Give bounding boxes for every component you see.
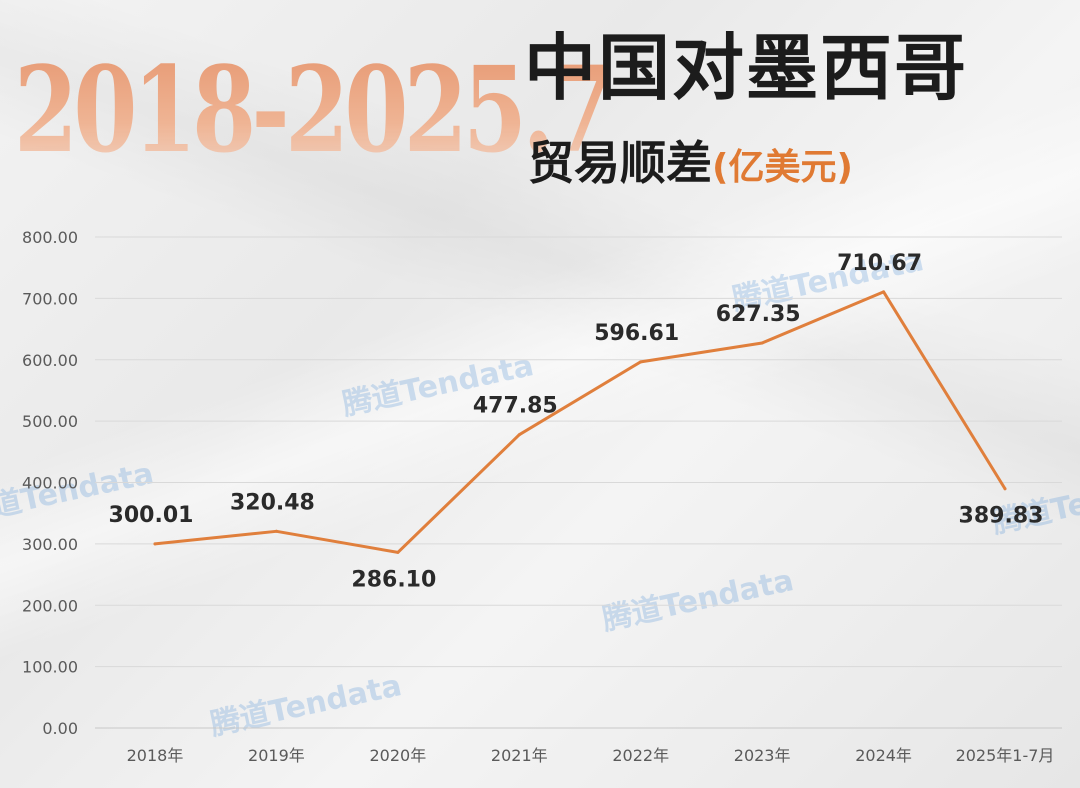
data-label: 596.61 bbox=[594, 321, 679, 346]
data-label: 300.01 bbox=[109, 503, 194, 528]
y-tick-label: 700.00 bbox=[22, 289, 78, 308]
data-point bbox=[153, 542, 157, 546]
x-tick-label: 2021年 bbox=[491, 746, 548, 765]
series-line bbox=[153, 290, 1007, 554]
y-tick-label: 300.00 bbox=[22, 535, 78, 554]
y-tick-label: 800.00 bbox=[22, 228, 78, 247]
x-tick-label: 2018年 bbox=[127, 746, 184, 765]
data-label: 389.83 bbox=[959, 504, 1044, 529]
x-tick-label: 2022年 bbox=[612, 746, 669, 765]
data-label: 320.48 bbox=[230, 490, 315, 515]
data-label: 477.85 bbox=[473, 394, 558, 419]
x-tick-label: 2020年 bbox=[369, 746, 426, 765]
data-point bbox=[760, 341, 764, 345]
subtitle-text: 贸易顺差 bbox=[528, 136, 712, 190]
data-label: 710.67 bbox=[837, 251, 922, 276]
y-tick-label: 400.00 bbox=[22, 474, 78, 493]
y-tick-label: 0.00 bbox=[42, 719, 78, 738]
chart-subtitle: 贸易顺差(亿美元) bbox=[528, 140, 853, 186]
x-tick-label: 2025年1-7月 bbox=[956, 746, 1055, 765]
x-tick-label: 2019年 bbox=[248, 746, 305, 765]
chart-title: 中国对墨西哥 bbox=[524, 26, 969, 110]
data-label: 627.35 bbox=[716, 302, 801, 327]
data-point bbox=[882, 290, 886, 294]
years-range-title: 2018-2025.7 bbox=[14, 24, 614, 204]
data-point bbox=[274, 529, 278, 533]
data-label: 286.10 bbox=[351, 567, 436, 592]
x-tick-label: 2024年 bbox=[855, 746, 912, 765]
data-point bbox=[639, 360, 643, 364]
y-tick-label: 600.00 bbox=[22, 351, 78, 370]
y-tick-label: 100.00 bbox=[22, 658, 78, 677]
data-point bbox=[396, 550, 400, 554]
data-point bbox=[517, 433, 521, 437]
y-tick-label: 200.00 bbox=[22, 596, 78, 615]
x-tick-label: 2023年 bbox=[734, 746, 791, 765]
unit-label: (亿美元) bbox=[712, 147, 853, 188]
y-tick-label: 500.00 bbox=[22, 412, 78, 431]
data-point bbox=[1003, 487, 1007, 491]
